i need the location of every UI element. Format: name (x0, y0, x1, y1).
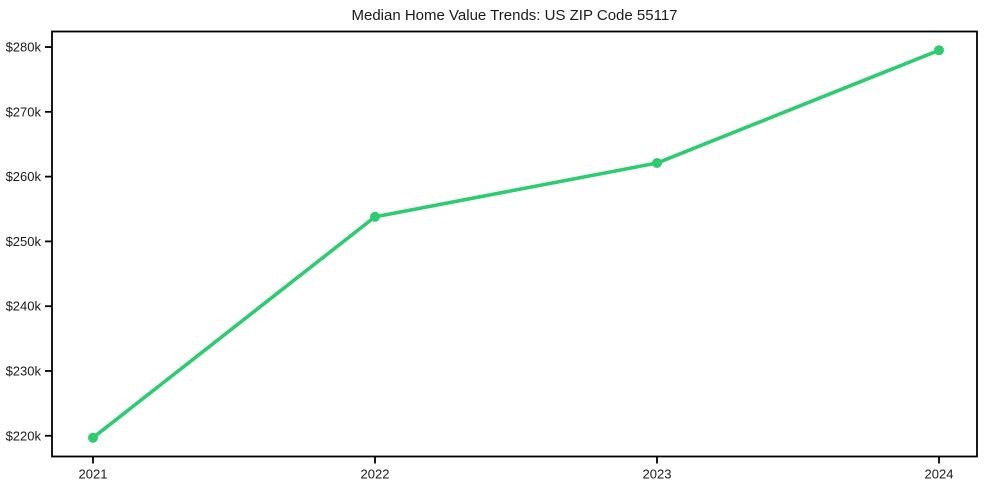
x-axis-tick-label: 2022 (361, 467, 390, 482)
x-axis-tick-label: 2024 (925, 467, 954, 482)
x-axis-tick-label: 2021 (79, 467, 108, 482)
x-axis-tick-label: 2023 (643, 467, 672, 482)
y-axis-tick-label: $280k (6, 40, 42, 55)
y-axis-tick-label: $220k (6, 428, 42, 443)
y-axis-tick-label: $230k (6, 364, 42, 379)
data-point-marker (652, 158, 662, 169)
y-axis-tick-label: $260k (6, 169, 42, 184)
chart-title: Median Home Value Trends: US ZIP Code 55… (351, 7, 678, 24)
y-axis-tick-label: $270k (6, 104, 42, 119)
data-point-marker (370, 211, 380, 222)
data-point-marker (934, 45, 944, 56)
y-axis-tick-label: $250k (6, 234, 42, 249)
plot-border (51, 30, 978, 458)
trend-line (91, 48, 941, 440)
data-point-marker (88, 432, 98, 443)
y-axis-tick-label: $240k (6, 299, 42, 314)
